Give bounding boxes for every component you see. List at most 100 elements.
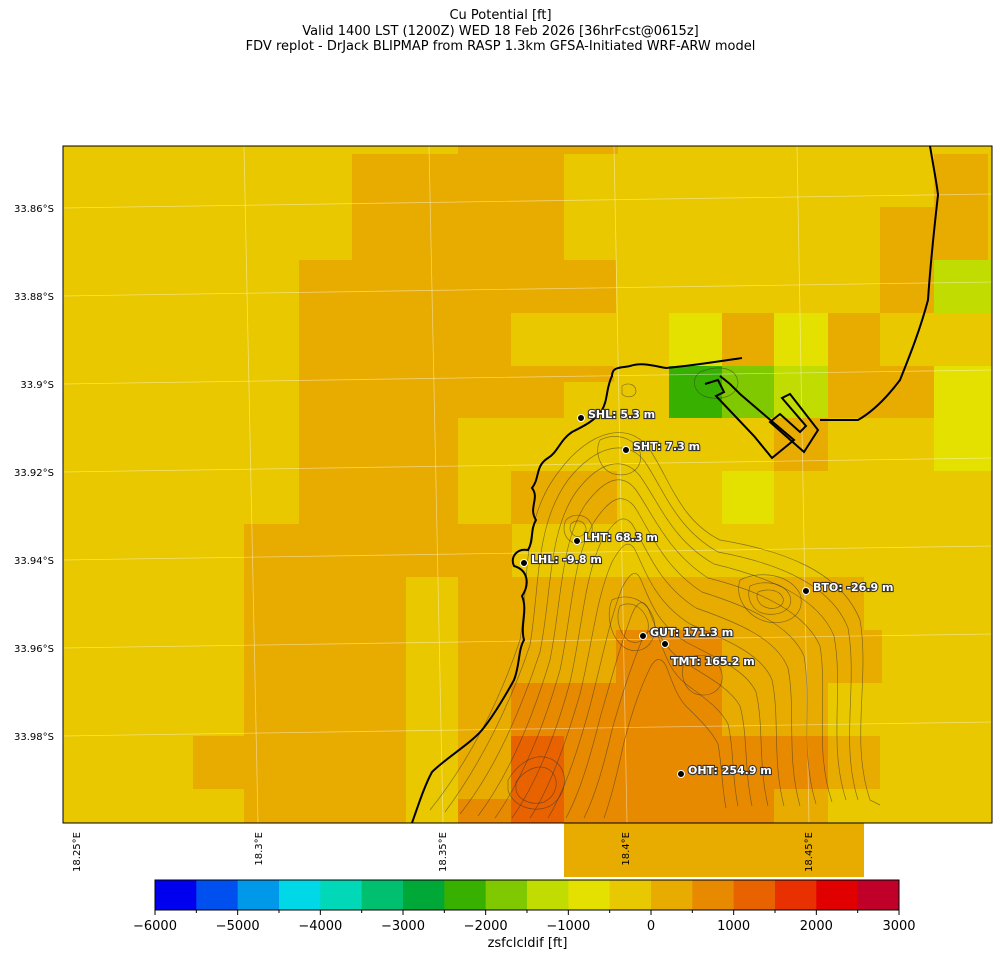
coastline	[411, 145, 940, 824]
colorbar-swatch	[485, 880, 528, 910]
lon-label: 18.45°E	[804, 832, 815, 872]
station-dot	[677, 770, 685, 778]
grid-cell	[934, 154, 988, 260]
lat-label: 33.94°S	[14, 556, 54, 567]
grid-cell	[564, 736, 774, 823]
station-bto[interactable]: BTO: -26.9 m	[802, 580, 895, 595]
grid-cell	[458, 418, 510, 471]
station-sht[interactable]: SHT: 7.3 m	[622, 439, 701, 454]
colorbar-swatch	[361, 880, 404, 910]
colorbar-ticks	[154, 910, 900, 915]
grid-cell	[564, 683, 722, 736]
contour-line	[563, 514, 593, 544]
grid-cell	[774, 418, 828, 471]
contour-line	[511, 518, 801, 819]
contour-line	[597, 436, 642, 476]
graticule	[62, 145, 993, 824]
graticule-line	[62, 369, 993, 385]
station-dot	[622, 446, 630, 454]
lat-label: 33.88°S	[14, 292, 54, 303]
grid-cell	[564, 260, 616, 313]
lat-label: 33.86°S	[14, 204, 54, 215]
colorbar-tick-label: −5000	[216, 919, 260, 934]
grid-cell	[244, 577, 406, 789]
station-lhl[interactable]: LHL: -9.8 m	[520, 552, 603, 567]
station-tmt[interactable]: TMT: 165.2 m	[661, 640, 756, 669]
contour-line	[748, 582, 792, 615]
grid-cell	[511, 471, 617, 524]
lon-label: 18.35°E	[438, 832, 449, 872]
map-frame	[62, 145, 993, 824]
grid-cell	[774, 736, 828, 789]
station-label: LHT: 68.3 m	[584, 531, 658, 544]
colorbar-swatch	[196, 880, 239, 910]
grid-cell	[564, 366, 614, 382]
colorbar-tick-label: 2000	[800, 919, 833, 934]
colorbar-tick-label: −1000	[546, 919, 590, 934]
contour-line	[547, 573, 769, 819]
grid-cell	[193, 736, 244, 789]
colorbar-swatch	[568, 880, 611, 910]
station-dot	[520, 559, 528, 567]
colorbar-swatch	[651, 880, 693, 910]
contour-line	[603, 659, 727, 819]
station-dot	[639, 632, 647, 640]
graticule-line	[243, 145, 259, 824]
lat-label: 33.92°S	[14, 468, 54, 479]
graticule-line	[62, 545, 993, 561]
contour-line	[459, 463, 847, 815]
harbour-breakwater	[768, 392, 820, 454]
station-label: TMT: 165.2 m	[671, 655, 755, 668]
station-label: SHL: 5.3 m	[588, 408, 655, 421]
colorbar-tick-labels: −6000 −5000 −4000 −3000 −2000 −1000 0 1000 2000 3…	[133, 919, 916, 934]
contour-line	[694, 367, 739, 399]
graticule-line	[613, 145, 628, 824]
station-label: OHT: 254.9 m	[688, 764, 772, 777]
title-line-2: Valid 1400 LST (1200Z) WED 18 Feb 2026 […	[302, 23, 699, 39]
station-label: BTO: -26.9 m	[813, 581, 893, 594]
grid-cell	[934, 366, 992, 471]
grid-cell	[511, 683, 564, 736]
station-gut[interactable]: GUT: 171.3 m	[639, 625, 734, 640]
colorbar-swatch	[279, 880, 321, 910]
graticule-line	[62, 457, 993, 473]
station-lht[interactable]: LHT: 68.3 m	[573, 530, 659, 545]
colorbar-swatch	[692, 880, 735, 910]
contour-line	[569, 520, 587, 537]
grid-cell	[722, 366, 774, 418]
grid-cell	[934, 313, 992, 366]
grid-cell	[669, 313, 722, 366]
colorbar-tick-label: 3000	[882, 919, 915, 934]
colorbar-tick-label: 1000	[717, 919, 750, 934]
lon-label: 18.25°E	[72, 832, 83, 872]
grid-cell	[404, 524, 512, 577]
grid-cell	[458, 366, 564, 418]
graticule-line	[62, 193, 993, 209]
lat-label: 33.98°S	[14, 732, 54, 743]
colorbar-swatch	[775, 880, 817, 910]
lon-label: 18.3°E	[254, 832, 265, 866]
coastline-west	[411, 357, 743, 824]
colorbar-label: zsfclcldif [ft]	[487, 936, 568, 951]
contour-line	[515, 766, 557, 804]
grid-cell	[352, 154, 564, 260]
colorbar-tick-label: −2000	[464, 919, 508, 934]
station-shl[interactable]: SHL: 5.3 m	[577, 407, 656, 422]
colorbar-swatch	[609, 880, 652, 910]
colorbar-tick-label: −6000	[133, 919, 177, 934]
grid-cell	[828, 313, 880, 418]
harbour-breakwater	[704, 375, 796, 460]
graticule-line	[428, 145, 444, 824]
title-line-3: FDV replot - DrJack BLIPMAP from RASP 1.…	[245, 39, 756, 54]
longitude-labels: 18.25°E 18.3°E 18.35°E 18.4°E 18.45°E	[72, 832, 815, 872]
grid-cell	[722, 313, 774, 366]
contour-line	[621, 383, 637, 398]
station-dot	[661, 640, 669, 648]
grid-cell	[299, 260, 564, 313]
lon-label: 18.4°E	[621, 832, 632, 866]
grid-cell	[722, 471, 774, 524]
station-oht[interactable]: OHT: 254.9 m	[677, 763, 773, 778]
colorbar-swatch	[403, 880, 445, 910]
latitude-labels: 33.86°S 33.88°S 33.9°S 33.92°S 33.94°S 3…	[14, 204, 54, 743]
colorbar-swatch	[733, 880, 776, 910]
